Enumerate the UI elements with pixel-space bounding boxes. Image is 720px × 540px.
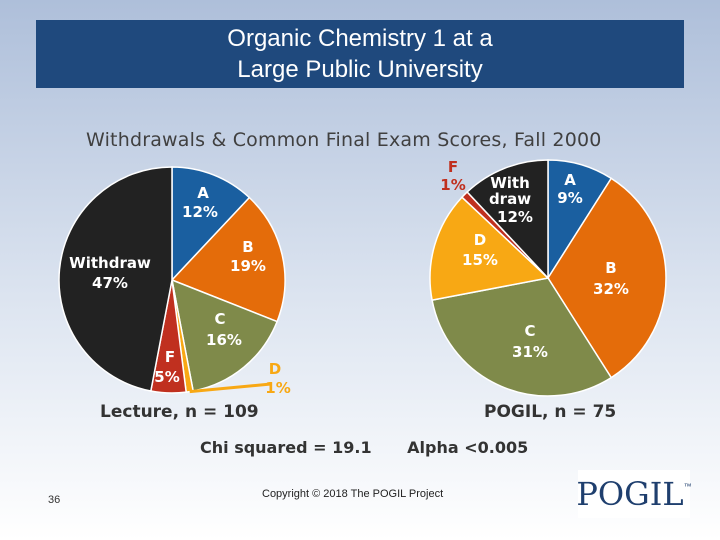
slice-label-pogil-d: D <box>474 231 486 249</box>
pie-slice-pogil-c <box>431 277 613 397</box>
slice-label-pogil-f: F <box>448 158 458 176</box>
pogil-logo: POGIL ™ <box>576 470 692 518</box>
slice-pct-pogil-with-draw: 12% <box>497 208 533 226</box>
chart-subtitle: Withdrawals & Common Final Exam Scores, … <box>86 129 602 151</box>
slice-label-lecture-d: D <box>269 360 281 378</box>
pie-slice-pogil-d <box>429 196 550 301</box>
slice-label-lecture-a: A <box>197 184 209 202</box>
page-number: 36 <box>48 494 61 506</box>
slice-label-pogil-c: C <box>524 322 535 340</box>
chi-squared-text: Chi squared = 19.1 <box>200 438 372 457</box>
slice-pct-pogil-d: 15% <box>462 251 498 269</box>
slice-pct-lecture-f: 5% <box>154 368 179 386</box>
slice-pct-pogil-a: 9% <box>557 189 582 207</box>
slide-title: Organic Chemistry 1 at a Large Public Un… <box>36 20 684 88</box>
slice-label-pogil-with-draw: With draw <box>489 174 531 208</box>
slice-label-lecture-f: F <box>165 348 175 366</box>
slice-label-lecture-withdraw: Withdraw <box>69 254 151 272</box>
slice-pct-lecture-b: 19% <box>230 257 266 275</box>
slice-pct-lecture-withdraw: 47% <box>92 274 128 292</box>
logo-trademark: ™ <box>683 482 692 491</box>
slice-pct-lecture-d: 1% <box>265 379 290 397</box>
leader-line-lecture-d <box>189 382 272 394</box>
pie-slice-lecture-a <box>171 166 251 282</box>
pie-slice-pogil-with-draw <box>466 159 549 280</box>
slice-label-lecture-c: C <box>214 310 225 328</box>
alpha-text: Alpha <0.005 <box>407 438 529 457</box>
slice-label-pogil-a: A <box>564 171 576 189</box>
pie-chart-lecture: A12% B19% C 16% D1% F 5% Withdraw 47% <box>58 166 291 397</box>
slice-pct-pogil-b: 32% <box>593 280 629 298</box>
slice-label-pogil-b: B <box>605 259 616 277</box>
statistics: Chi squared = 19.1 Alpha <0.005 <box>200 438 528 457</box>
title-line-1: Organic Chemistry 1 at a <box>227 25 493 52</box>
slice-pct-pogil-c: 31% <box>512 343 548 361</box>
slice-label-lecture-b: B <box>242 238 253 256</box>
caption-lecture: Lecture, n = 109 <box>100 402 259 422</box>
pie-slice-lecture-withdraw <box>58 166 173 392</box>
title-line-2: Large Public University <box>237 56 483 83</box>
slice-pct-lecture-c: 16% <box>206 331 242 349</box>
slice-pct-pogil-f: 1% <box>440 176 465 194</box>
slice-pct-lecture-a: 12% <box>182 203 218 221</box>
pie-slice-pogil-b <box>547 177 667 379</box>
logo-text: POGIL <box>576 475 684 513</box>
caption-pogil: POGIL, n = 75 <box>484 402 616 422</box>
copyright-text: Copyright © 2018 The POGIL Project <box>262 488 444 500</box>
